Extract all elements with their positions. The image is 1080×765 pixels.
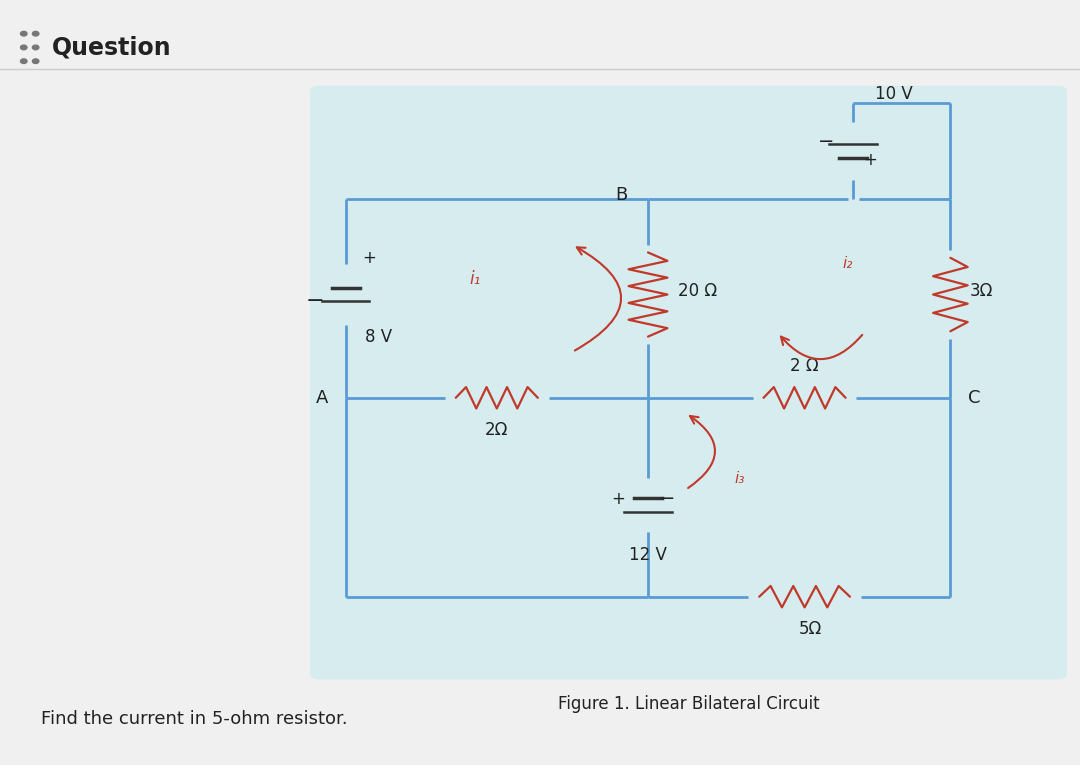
Circle shape [32,31,39,36]
Text: +: + [864,151,877,169]
FancyBboxPatch shape [310,86,1067,679]
FancyArrowPatch shape [688,416,715,488]
Text: 20 Ω: 20 Ω [678,282,717,300]
Circle shape [32,45,39,50]
Text: 8 V: 8 V [365,327,392,346]
Text: i₃: i₃ [734,470,745,486]
Text: Question: Question [52,35,172,60]
Circle shape [21,59,27,63]
Text: B: B [615,186,627,204]
Text: A: A [315,389,328,407]
Text: 10 V: 10 V [875,85,913,103]
Text: i₂: i₂ [842,256,853,272]
Text: Find the current in 5-ohm resistor.: Find the current in 5-ohm resistor. [41,710,348,728]
Text: 12 V: 12 V [629,545,667,564]
Circle shape [21,31,27,36]
FancyArrowPatch shape [781,335,862,359]
Circle shape [21,45,27,50]
Text: C: C [968,389,981,407]
Text: −: − [306,291,325,311]
Text: −: − [659,490,676,508]
Text: 3Ω: 3Ω [970,282,994,300]
Text: −: − [818,132,835,151]
Circle shape [32,59,39,63]
Text: 5Ω: 5Ω [798,620,822,638]
Text: +: + [363,249,376,267]
Text: i₁: i₁ [470,270,481,288]
Text: 2Ω: 2Ω [485,421,509,439]
Text: Figure 1. Linear Bilateral Circuit: Figure 1. Linear Bilateral Circuit [557,695,820,713]
Text: +: + [611,490,624,508]
FancyArrowPatch shape [575,247,621,350]
Text: 2 Ω: 2 Ω [791,356,819,375]
